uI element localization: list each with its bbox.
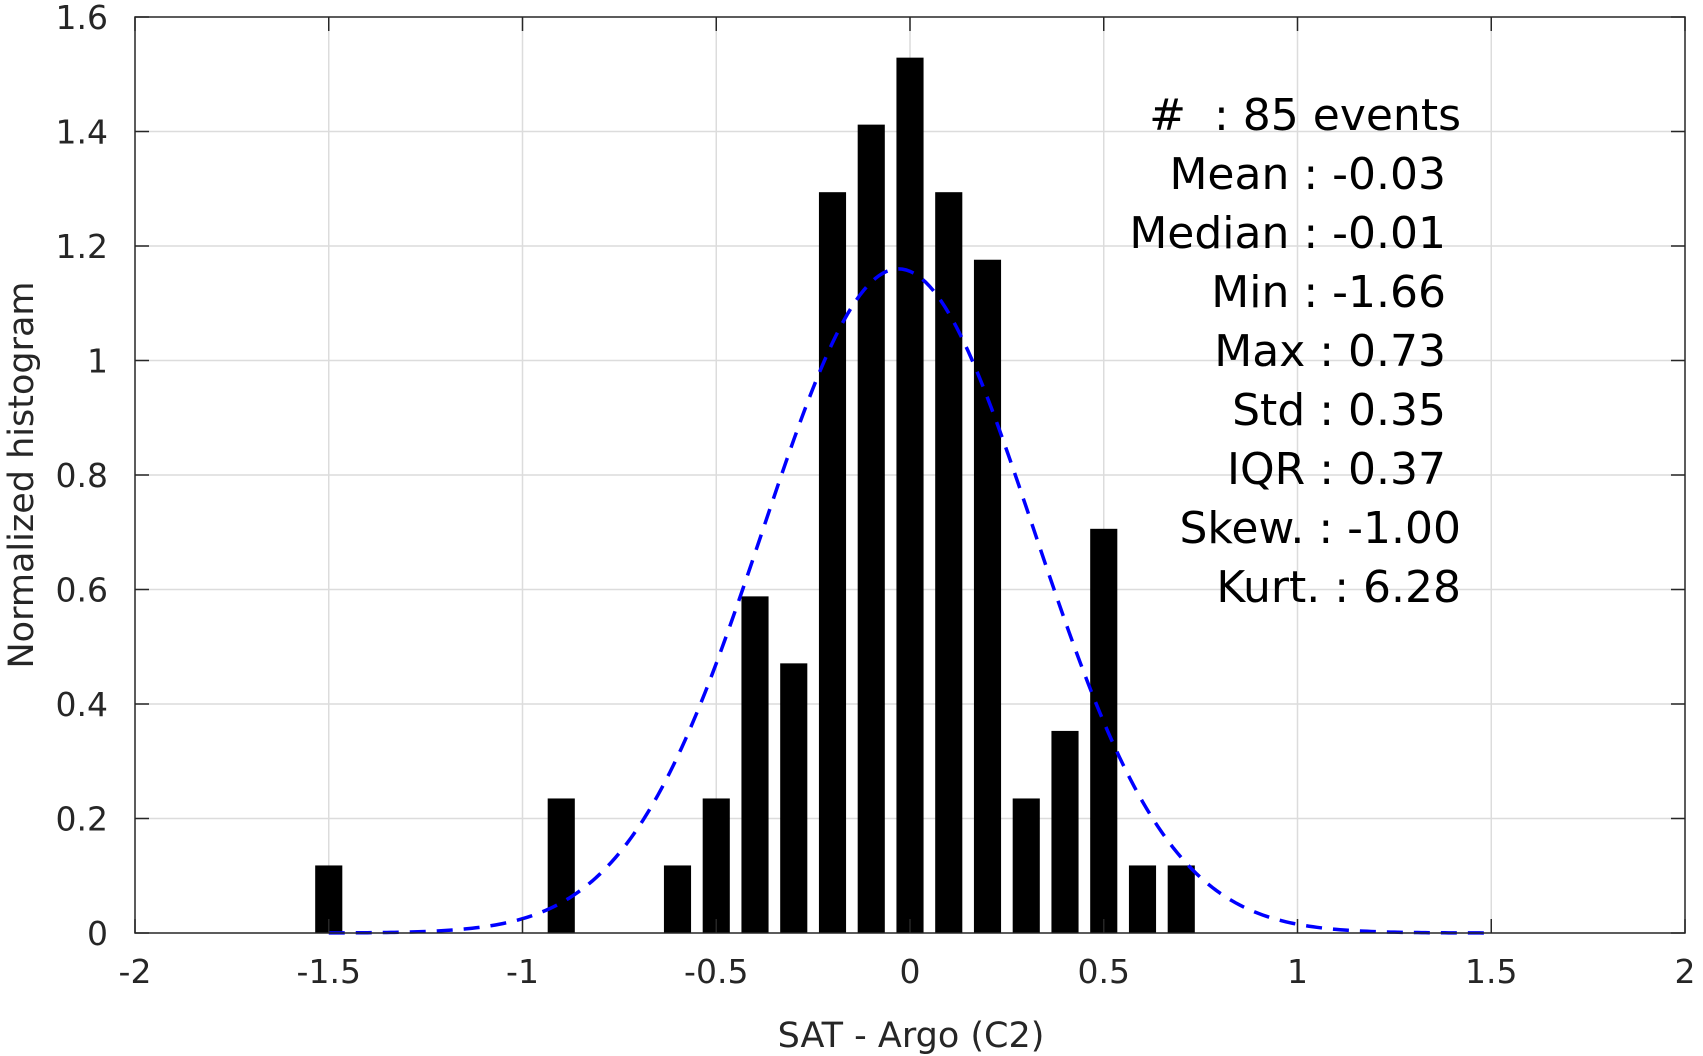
y-tick-label: 0.6 — [56, 571, 108, 610]
x-tick-label: -1.5 — [297, 952, 361, 991]
y-tick-label: 0 — [87, 914, 108, 953]
histogram-bar — [1090, 528, 1118, 933]
normal-fit-curve — [328, 267, 1492, 935]
stat-max: Max : 0.73 — [1214, 326, 1446, 377]
x-tick-label: -0.5 — [684, 952, 748, 991]
y-tick-label: 0.4 — [56, 685, 108, 724]
histogram-bar — [741, 596, 769, 933]
x-tick-label: 0.5 — [1078, 952, 1130, 991]
y-tick-label: 1.2 — [56, 227, 108, 266]
histogram-bar — [663, 865, 692, 933]
histogram-bar — [1128, 865, 1157, 933]
histogram-bar — [547, 798, 575, 933]
stat-events: # : 85 events — [1149, 90, 1461, 141]
histogram-bar — [1051, 730, 1079, 933]
x-tick-label: -2 — [119, 952, 152, 991]
x-tick-label: 2 — [1675, 952, 1696, 991]
y-tick-label: 1.4 — [56, 113, 108, 152]
x-tick-labels: -2 -1.5 -1 -0.5 0 0.5 1 1.5 2 — [119, 952, 1696, 991]
x-axis-label: SAT - Argo (C2) — [778, 1016, 1045, 1056]
statistics-annotation: # : 85 events Mean : -0.03 Median : -0.0… — [1129, 90, 1461, 613]
y-tick-label: 1.6 — [56, 0, 108, 37]
histogram-bar — [1012, 798, 1040, 933]
y-axis-label: Normalized histogram — [2, 281, 42, 668]
plot-axes — [134, 16, 1686, 934]
stat-median: Median : -0.01 — [1129, 208, 1446, 259]
histogram-bar — [702, 798, 730, 933]
histogram-bar — [857, 124, 885, 933]
x-tick-label: 1 — [1287, 952, 1308, 991]
stat-min: Min : -1.66 — [1211, 267, 1446, 318]
histogram-bar — [818, 192, 847, 933]
stat-kurtosis: Kurt. : 6.28 — [1216, 562, 1461, 613]
stat-skewness: Skew. : -1.00 — [1180, 503, 1462, 554]
y-tick-label: 0.8 — [56, 456, 108, 495]
y-tick-label: 0.2 — [56, 800, 108, 839]
stat-iqr: IQR : 0.37 — [1227, 444, 1446, 495]
x-tick-label: 0 — [900, 952, 921, 991]
histogram-bar — [935, 192, 963, 933]
x-tick-label: -1 — [506, 952, 539, 991]
histogram-bar — [896, 57, 924, 933]
y-tick-label: 1 — [87, 342, 108, 381]
stat-mean: Mean : -0.03 — [1169, 149, 1446, 200]
stat-std: Std : 0.35 — [1232, 385, 1446, 436]
x-tick-label: 1.5 — [1465, 952, 1517, 991]
histogram-bar — [780, 663, 808, 933]
histogram-bar — [973, 259, 1002, 933]
y-tick-labels: 0 0.2 0.4 0.6 0.8 1 1.2 1.4 1.6 — [56, 0, 108, 953]
histogram-bars — [315, 57, 1195, 933]
histogram-bar — [1167, 865, 1195, 933]
